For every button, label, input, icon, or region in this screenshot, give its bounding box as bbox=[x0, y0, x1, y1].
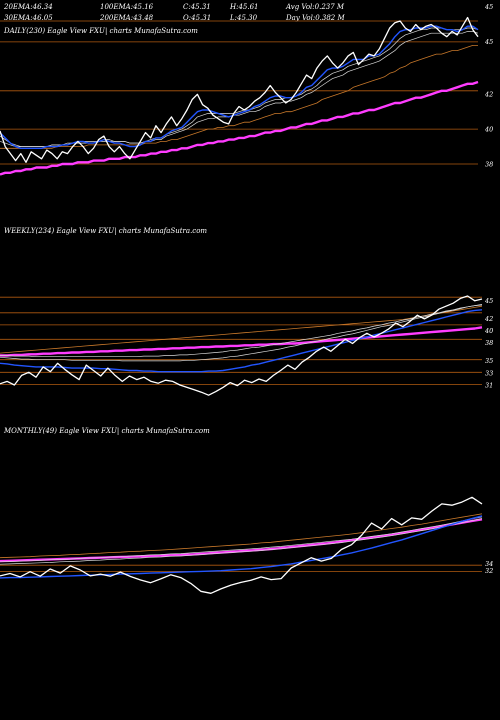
monthly-chart-panel: MONTHLY(49) Eagle View FXU| charts Munaf… bbox=[0, 427, 493, 594]
stat-high: H:45.61 bbox=[229, 3, 259, 11]
daily-ema-fast-line bbox=[0, 25, 479, 150]
weekly-ema-slow-line bbox=[0, 305, 483, 354]
weekly-y-tick-4: 35 bbox=[485, 357, 493, 365]
daily-y-tick-1: 42 bbox=[484, 91, 493, 99]
daily-ema-200-line bbox=[0, 80, 479, 176]
weekly-y-tick-0: 45 bbox=[484, 297, 493, 305]
weekly-y-tick-6: 31 bbox=[485, 381, 493, 389]
weekly-ema-envelope-line-1 bbox=[0, 304, 483, 358]
stat-30ema: 30EMA:46.05 bbox=[4, 14, 53, 22]
stat-100ema: 100EMA:45.16 bbox=[100, 3, 154, 11]
monthly-ema-envelope-line-1 bbox=[0, 516, 483, 563]
weekly-ema-envelope-line bbox=[0, 304, 483, 362]
monthly-price-line bbox=[0, 496, 483, 594]
daily-y-tick-2: 40 bbox=[484, 125, 493, 133]
daily-y-tick-top: 45 bbox=[484, 3, 493, 11]
weekly-y-tick-5: 33 bbox=[485, 369, 493, 377]
daily-y-tick-0: 45 bbox=[484, 38, 493, 46]
stat-200ema: 200EMA:43.48 bbox=[99, 14, 154, 22]
weekly-chart-panel: WEEKLY(234) Eagle View FXU| charts Munaf… bbox=[0, 227, 493, 396]
weekly-price-line bbox=[0, 295, 483, 396]
daily-chart-panel: DAILY(230) Eagle View FXU| charts Munafa… bbox=[0, 3, 493, 176]
weekly-chart-title: WEEKLY(234) Eagle View FXU| charts Munaf… bbox=[4, 227, 207, 235]
weekly-y-tick-3: 38 bbox=[485, 339, 493, 347]
daily-chart-title: DAILY(230) Eagle View FXU| charts Munafa… bbox=[3, 27, 198, 35]
stat-low: L:45.30 bbox=[229, 14, 258, 22]
stats-header: 20EMA:46.34 100EMA:45.16 C:45.31 H:45.61… bbox=[3, 3, 345, 22]
stat-day-vol: Day Vol:0.382 M bbox=[285, 14, 345, 22]
monthly-ema-envelope-line bbox=[0, 518, 483, 565]
daily-price-line bbox=[0, 16, 479, 163]
daily-y-tick-3: 38 bbox=[485, 160, 493, 168]
stat-open: O:45.31 bbox=[183, 14, 211, 22]
monthly-chart-title: MONTHLY(49) Eagle View FXU| charts Munaf… bbox=[3, 427, 210, 435]
weekly-y-tick-1: 42 bbox=[484, 315, 493, 323]
stat-20ema: 20EMA:46.34 bbox=[3, 3, 53, 11]
weekly-ema-fast-line bbox=[0, 309, 483, 373]
monthly-y-tick-0: 34 bbox=[485, 560, 493, 568]
weekly-y-tick-2: 40 bbox=[484, 327, 493, 335]
monthly-ema-fast-line bbox=[0, 515, 483, 579]
monthly-y-tick-1: 32 bbox=[485, 567, 493, 575]
weekly-ema-200-line bbox=[0, 326, 483, 357]
stat-close: C:45.31 bbox=[183, 3, 211, 11]
stat-avg-vol: Avg Vol:0.237 M bbox=[285, 3, 345, 11]
monthly-ema-slow-line bbox=[0, 513, 483, 559]
daily-ema-slow-line bbox=[0, 45, 478, 149]
